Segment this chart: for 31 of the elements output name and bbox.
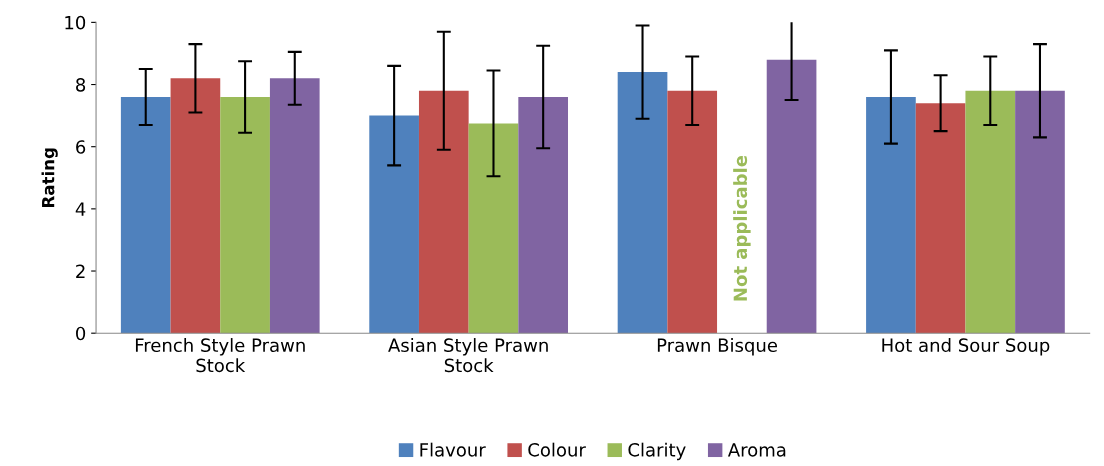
- y-tick-label: 6: [76, 140, 86, 154]
- bar: [120, 96, 171, 334]
- legend-label: Aroma: [727, 443, 786, 457]
- bar: [468, 123, 519, 334]
- legend-label: Flavour: [420, 442, 486, 457]
- bar: [866, 96, 916, 334]
- y-axis-title: Rating: [41, 148, 58, 208]
- bar: [170, 78, 221, 334]
- x-tick-label: Prawn Bisque: [657, 338, 777, 356]
- y-tick-label: 0: [76, 326, 86, 341]
- bar: [667, 90, 718, 334]
- bar: [766, 59, 817, 334]
- bar: [518, 96, 569, 334]
- y-tick-label: 10: [65, 15, 86, 30]
- annotation: Not applicable: [733, 155, 751, 301]
- bar: [269, 78, 320, 334]
- x-tick-label: Asian Style Prawn Stock: [388, 338, 548, 373]
- bar: [617, 72, 668, 334]
- bar: [915, 103, 966, 334]
- x-tick-label: French Style Prawn Stock: [135, 338, 305, 373]
- bar: [369, 115, 419, 334]
- x-tick-label: Hot and Sour Soup: [882, 338, 1050, 356]
- y-tick-label: 4: [75, 202, 86, 216]
- bar: [965, 90, 1016, 334]
- legend-label: Colour: [528, 442, 586, 457]
- y-tick-label: 2: [76, 264, 85, 278]
- legend-label: Clarity: [628, 442, 686, 461]
- y-tick-label: 8: [76, 77, 86, 92]
- bar: [418, 90, 469, 334]
- bar: [1015, 90, 1065, 334]
- bar: [220, 96, 270, 334]
